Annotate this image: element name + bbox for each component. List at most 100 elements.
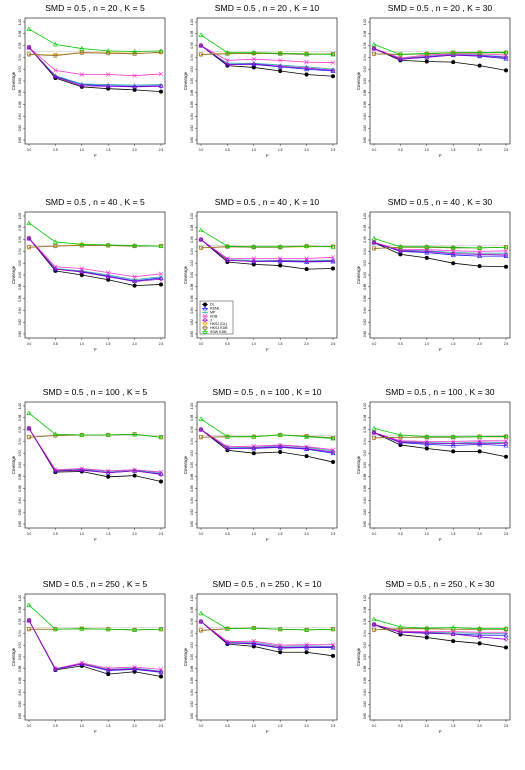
y-tick-label: 0.90: [363, 654, 367, 660]
y-tick-label: 0.90: [190, 462, 194, 468]
data-point: [26, 235, 32, 241]
plot-frame: [196, 17, 338, 145]
series-kdb: [26, 426, 164, 475]
x-tick-label: 1.5: [278, 724, 283, 728]
y-axis-label: Coverage: [183, 265, 188, 284]
data-point: [503, 442, 509, 448]
plot-frame: [196, 593, 338, 721]
data-point: [27, 245, 31, 250]
x-tick-label: 1.5: [451, 342, 456, 346]
series-ssw-kdb: [26, 26, 164, 54]
data-point: [397, 244, 403, 249]
series-line: [28, 47, 162, 86]
panel: SMD = 0.5 , n = 100 , K = 10 0.80 0.82 0.84…: [183, 387, 338, 542]
y-tick-label: 0.80: [363, 521, 367, 527]
y-tick-label: 0.98: [18, 606, 22, 612]
data-point: [277, 444, 283, 450]
y-tick-label: 0.94: [18, 54, 22, 60]
data-point: [26, 602, 32, 607]
series-mp: [27, 618, 163, 674]
series-line: [28, 620, 162, 672]
y-tick-label: 1.00: [190, 403, 194, 409]
data-point: [198, 427, 204, 433]
x-tick-label: 0.5: [225, 148, 230, 152]
x-tick-label: 1.0: [80, 724, 85, 728]
data-point: [503, 645, 508, 650]
y-tick-label: 0.96: [190, 42, 194, 48]
y-tick-label: 0.88: [363, 89, 367, 95]
y-tick-label: 0.88: [363, 283, 367, 289]
data-point: [304, 65, 310, 71]
y-tick-label: 0.88: [18, 665, 22, 671]
data-point: [372, 51, 376, 56]
series-line: [200, 429, 334, 451]
data-point: [52, 266, 58, 272]
data-point: [132, 48, 138, 54]
data-point: [371, 425, 377, 431]
y-tick-label: 0.82: [18, 319, 22, 325]
legend-label: SSW KDB: [210, 330, 227, 334]
data-point: [277, 258, 283, 264]
series-dl: [371, 46, 508, 73]
x-axis-label: τ²: [438, 729, 442, 734]
y-axis-label: Coverage: [11, 647, 16, 666]
data-point: [52, 468, 58, 474]
y-tick-label: 0.84: [363, 689, 367, 695]
y-tick-label: 0.90: [18, 272, 22, 278]
x-tick-label: 1.5: [106, 342, 111, 346]
series-line: [373, 624, 506, 633]
series-line: [28, 238, 162, 282]
data-point: [105, 667, 111, 673]
series-ssw-kdb: [26, 220, 164, 248]
series-line: [373, 624, 506, 634]
y-tick-label: 0.84: [18, 307, 22, 313]
x-tick-label: 0.0: [27, 532, 32, 536]
series-line: [200, 239, 334, 262]
series-j: [371, 240, 509, 258]
series-line: [28, 412, 162, 438]
y-tick-label: 0.84: [363, 307, 367, 313]
data-point: [79, 626, 85, 631]
y-tick-label: 0.92: [190, 260, 194, 266]
data-point: [224, 257, 230, 263]
data-point: [330, 644, 336, 650]
y-tick-label: 0.88: [190, 89, 194, 95]
y-tick-label: 0.94: [18, 438, 22, 444]
x-tick-label: 0.5: [398, 724, 403, 728]
legend-label: MP: [210, 311, 216, 315]
y-tick-label: 0.92: [363, 450, 367, 456]
data-point: [251, 259, 257, 264]
x-tick-label: 2.5: [159, 148, 164, 152]
series-line: [28, 620, 162, 673]
x-tick-label: 0.0: [372, 532, 377, 536]
data-point: [424, 248, 430, 254]
data-point: [397, 248, 403, 254]
data-point: [106, 51, 111, 56]
y-tick-label: 0.98: [363, 30, 367, 36]
y-tick-label: 0.86: [18, 677, 22, 683]
y-axis-label: Coverage: [11, 455, 16, 474]
y-tick-label: 0.80: [190, 137, 194, 143]
y-tick-label: 1.00: [363, 19, 367, 25]
panel: SMD = 0.5 , n = 20 , K = 5 0.80 0.82 0.84 0.…: [11, 3, 166, 158]
y-tick-label: 0.84: [190, 307, 194, 313]
y-axis-label: Coverage: [356, 455, 361, 474]
y-tick-label: 0.92: [363, 260, 367, 266]
data-point: [106, 672, 111, 677]
panel: SMD = 0.5 , n = 20 , K = 10 0.80 0.82 0.84 0…: [183, 3, 338, 158]
y-tick-label: 0.80: [190, 713, 194, 719]
panel: SMD = 0.5 , n = 40 , K = 5 0.80 0.82 0.84 0.…: [11, 197, 166, 352]
data-point: [159, 89, 164, 94]
data-point: [330, 60, 336, 65]
y-tick-label: 0.88: [190, 283, 194, 289]
x-tick-label: 1.0: [425, 724, 430, 728]
panel: SMD = 0.5 , n = 250 , K = 10 0.80 0.82 0.84…: [183, 579, 338, 734]
series-j: [26, 617, 164, 675]
series-line: [200, 229, 334, 248]
data-point: [477, 449, 482, 454]
data-point: [52, 431, 58, 437]
x-tick-label: 0.5: [398, 532, 403, 536]
data-point: [52, 666, 58, 672]
plot-frame: [24, 17, 166, 145]
x-tick-label: 0.0: [27, 724, 32, 728]
